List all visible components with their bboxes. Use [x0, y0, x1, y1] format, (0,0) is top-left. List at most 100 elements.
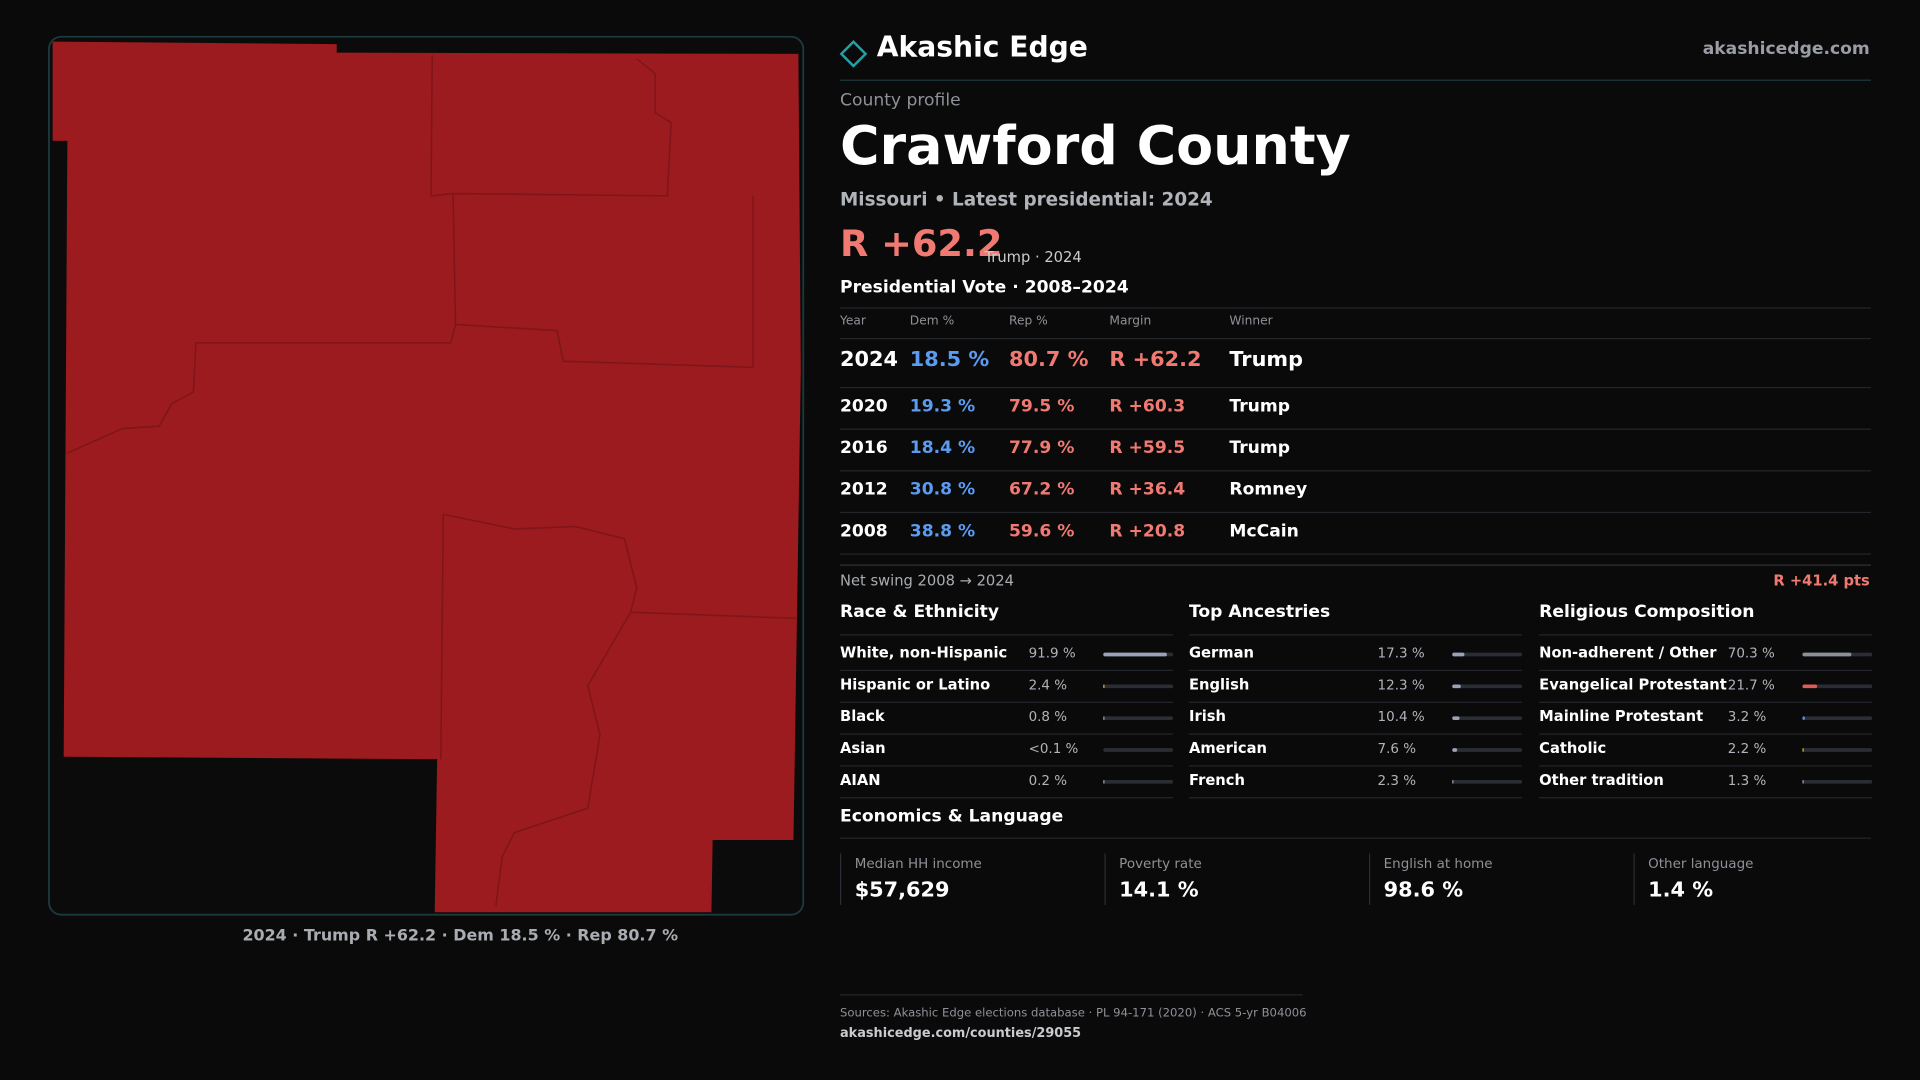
bar [1802, 652, 1852, 657]
bar-track [1103, 684, 1174, 689]
row-share: 0.2 % [1028, 772, 1068, 789]
divider [840, 307, 1872, 309]
vote-cell: R +62.2 [1109, 347, 1202, 372]
divider [1539, 797, 1873, 799]
bar-track [1802, 652, 1873, 657]
vote-cell: R +59.5 [1109, 438, 1186, 459]
row-share: 21.7 % [1727, 677, 1775, 693]
site: akashicedge.com [1702, 39, 1870, 60]
bar-track [1452, 748, 1523, 752]
row-share: 17.3 % [1377, 645, 1425, 662]
divider [1539, 701, 1873, 703]
divider [840, 669, 1174, 672]
divider [840, 553, 1872, 555]
stat-label: Poverty rate [1119, 855, 1202, 872]
bar-track [1452, 652, 1523, 657]
bar-track [1103, 748, 1174, 752]
bar-track [1452, 716, 1523, 721]
divider [1188, 634, 1523, 636]
panel-title: Top Ancestries [1188, 602, 1331, 623]
divider [1539, 765, 1873, 767]
divider [1188, 797, 1523, 799]
divider [1188, 733, 1523, 735]
url: akashicedge.com/counties/29055 [840, 1026, 1082, 1042]
stat-label: Median HH income [854, 855, 982, 872]
vote-cell: 67.2 % [1008, 480, 1075, 500]
stat-label: English at home [1383, 855, 1493, 872]
divider [840, 564, 1872, 566]
vote-cell: R +36.4 [1109, 480, 1186, 500]
subdivision-lines [67, 55, 796, 907]
bar-track [1452, 684, 1523, 689]
row-name: French [1188, 771, 1245, 790]
vote-cell: 18.5 % [909, 347, 990, 372]
panel-title: Race & Ethnicity [840, 602, 1000, 623]
vote-cell: R +60.3 [1109, 397, 1186, 417]
bar [1452, 748, 1458, 752]
vote-cell: Trump [1229, 438, 1291, 459]
vote-cell: 2020 [840, 397, 888, 417]
row-name: American [1188, 740, 1268, 758]
stat-value: 98.6 % [1383, 877, 1464, 903]
divider [840, 701, 1174, 703]
stat-label: Other language [1648, 855, 1754, 872]
brand: Akashic Edge [876, 32, 1088, 65]
bar [1452, 780, 1454, 784]
logo-icon [839, 40, 868, 68]
logo-diamond [839, 40, 868, 68]
bar [1103, 684, 1105, 689]
row-name: Black [840, 708, 885, 726]
swing-value: R +41.4 pts [1773, 572, 1870, 590]
bar [1452, 716, 1460, 721]
divider [840, 994, 1303, 996]
vote-cell: Trump [1229, 347, 1303, 372]
vote-cell: 80.7 % [1008, 347, 1089, 372]
column-header: Year [840, 314, 866, 328]
bar-track [1103, 652, 1174, 657]
headline-margin: R +62.2 [840, 222, 1003, 266]
bar [1103, 652, 1168, 657]
column-header: Margin [1109, 314, 1152, 328]
row-name: Hispanic or Latino [840, 676, 991, 694]
row-name: White, non-Hispanic [840, 644, 1008, 662]
row-name: German [1188, 644, 1254, 662]
bar-track [1802, 684, 1873, 689]
row-name: AIAN [840, 771, 881, 790]
divider [1188, 765, 1523, 767]
stat-divider [840, 853, 842, 905]
economics-title: Economics & Language [840, 807, 1064, 827]
row-share: 2.2 % [1727, 740, 1767, 757]
divider [840, 79, 1872, 81]
bar [1452, 652, 1465, 657]
stat-value: 1.4 % [1648, 877, 1714, 903]
stat-divider [1368, 853, 1371, 905]
vote-cell: 2024 [840, 347, 898, 372]
divider [840, 837, 1872, 839]
swing-label: Net swing 2008 → 2024 [840, 572, 1014, 590]
bar-track [1802, 716, 1873, 721]
row-name: Irish [1188, 708, 1226, 726]
vote-cell: 18.4 % [909, 438, 976, 459]
row-share: <0.1 % [1028, 740, 1079, 757]
row-name: Mainline Protestant [1539, 708, 1704, 726]
vote-cell: 2008 [840, 521, 888, 542]
kicker: County profile [840, 90, 961, 111]
row-share: 7.6 % [1377, 740, 1417, 757]
bar [1103, 716, 1104, 721]
bar-track [1802, 748, 1873, 752]
panel-title: Religious Composition [1539, 602, 1755, 623]
row-share: 70.3 % [1727, 645, 1775, 662]
column-header: Dem % [909, 314, 955, 328]
row-share: 3.2 % [1727, 708, 1767, 725]
divider [840, 634, 1174, 636]
row-share: 12.3 % [1377, 677, 1425, 693]
map [48, 35, 805, 916]
divider [1188, 701, 1523, 703]
vote-cell: 59.6 % [1008, 521, 1075, 542]
row-name: Evangelical Protestant [1539, 676, 1727, 694]
divider [840, 470, 1872, 472]
divider [1539, 669, 1873, 672]
county-shape [52, 41, 801, 913]
stat-value: 14.1 % [1119, 877, 1199, 903]
headline-note: Trump · 2024 [984, 249, 1082, 267]
